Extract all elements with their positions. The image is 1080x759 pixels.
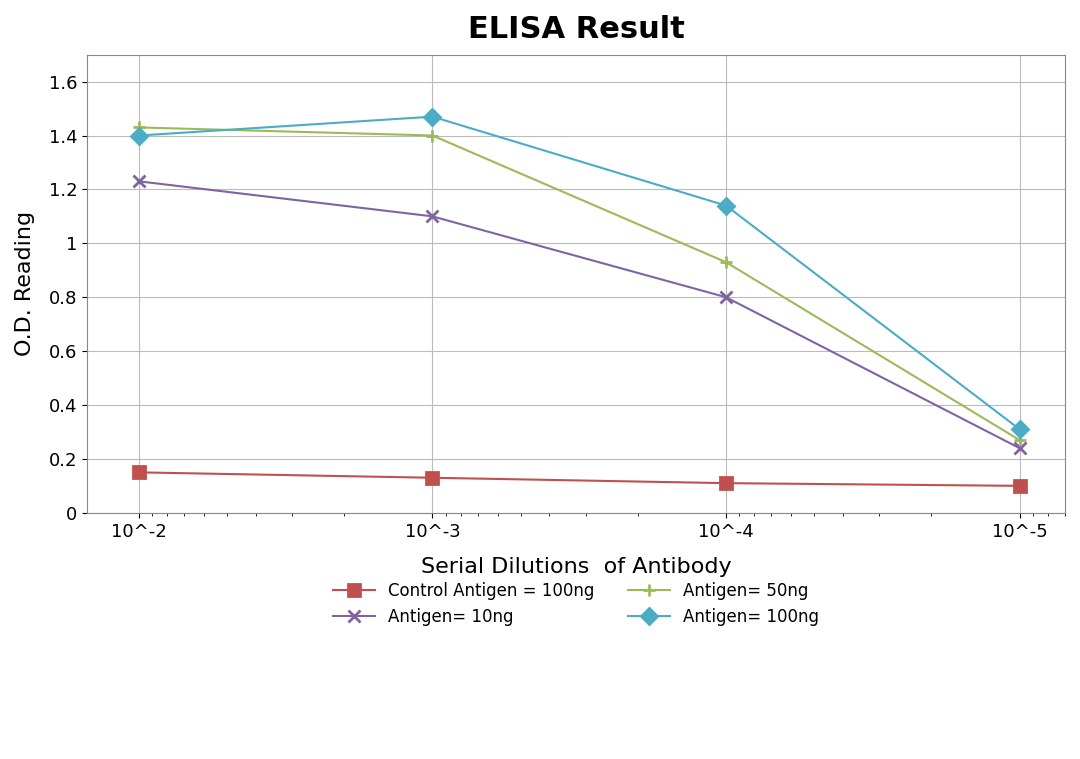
Antigen= 100ng: [133, 131, 146, 140]
Line: Antigen= 50ng: Antigen= 50ng: [133, 122, 1025, 446]
Antigen= 100ng: [719, 201, 732, 210]
Control Antigen = 100ng: [426, 473, 438, 482]
Legend: Control Antigen = 100ng, Antigen= 10ng, Antigen= 50ng, Antigen= 100ng: Control Antigen = 100ng, Antigen= 10ng, …: [326, 575, 825, 633]
Antigen= 50ng: [1013, 436, 1026, 445]
Antigen= 10ng: [719, 293, 732, 302]
Line: Control Antigen = 100ng: Control Antigen = 100ng: [133, 467, 1025, 491]
Antigen= 50ng: [426, 131, 438, 140]
Control Antigen = 100ng: [133, 468, 146, 477]
Control Antigen = 100ng: [719, 479, 732, 488]
Line: Antigen= 100ng: Antigen= 100ng: [133, 111, 1025, 435]
Antigen= 50ng: [719, 257, 732, 266]
Antigen= 50ng: [133, 123, 146, 132]
Line: Antigen= 10ng: Antigen= 10ng: [133, 176, 1025, 454]
X-axis label: Serial Dilutions  of Antibody: Serial Dilutions of Antibody: [421, 557, 731, 577]
Antigen= 10ng: [426, 212, 438, 221]
Antigen= 100ng: [1013, 425, 1026, 434]
Antigen= 10ng: [133, 177, 146, 186]
Title: ELISA Result: ELISA Result: [468, 15, 685, 44]
Antigen= 10ng: [1013, 443, 1026, 452]
Antigen= 100ng: [426, 112, 438, 121]
Control Antigen = 100ng: [1013, 481, 1026, 490]
Y-axis label: O.D. Reading: O.D. Reading: [15, 211, 35, 356]
